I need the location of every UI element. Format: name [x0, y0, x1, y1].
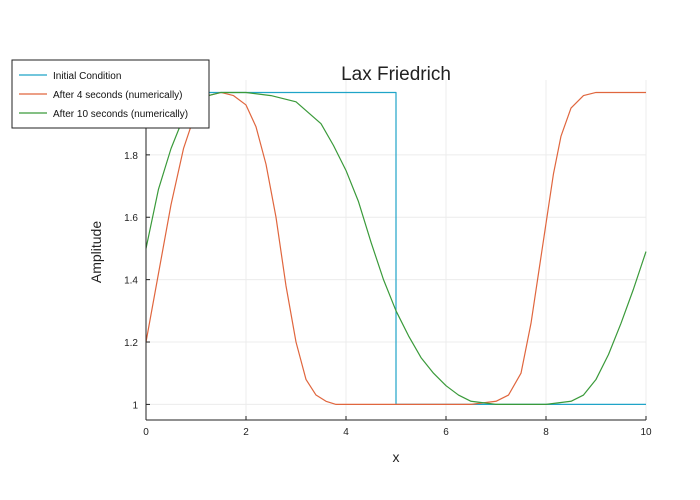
series-line-1 — [146, 91, 646, 405]
x-tick-label: 2 — [243, 427, 249, 438]
x-tick-label: 4 — [343, 427, 349, 438]
legend-label: After 10 seconds (numerically) — [53, 109, 188, 120]
x-tick-label: 0 — [143, 427, 149, 438]
chart-title: Lax Friedrich — [341, 64, 451, 85]
x-axis-title: x — [393, 449, 400, 465]
legend-label: Initial Condition — [53, 71, 121, 82]
legend-label: After 4 seconds (numerically) — [53, 90, 183, 101]
series-line-3 — [145, 91, 647, 405]
x-tick-label: 10 — [640, 427, 652, 438]
x-tick-label: 6 — [443, 427, 449, 438]
x-tick-label: 8 — [543, 427, 549, 438]
y-tick-label: 1.6 — [124, 213, 138, 224]
y-tick-label: 1.4 — [124, 276, 138, 287]
series-group — [145, 91, 647, 405]
legend: Initial Condition After 4 seconds (numeri… — [11, 59, 210, 129]
y-axis-title: Amplitude — [88, 221, 104, 283]
y-tick-label: 1.2 — [124, 338, 138, 349]
y-tick-label: 1 — [132, 400, 138, 411]
axes — [145, 80, 646, 421]
y-tick-label: 1.8 — [124, 151, 138, 162]
ticks: 0 2 4 6 8 10 1 1.2 1.4 1.6 1.8 — [124, 151, 652, 438]
